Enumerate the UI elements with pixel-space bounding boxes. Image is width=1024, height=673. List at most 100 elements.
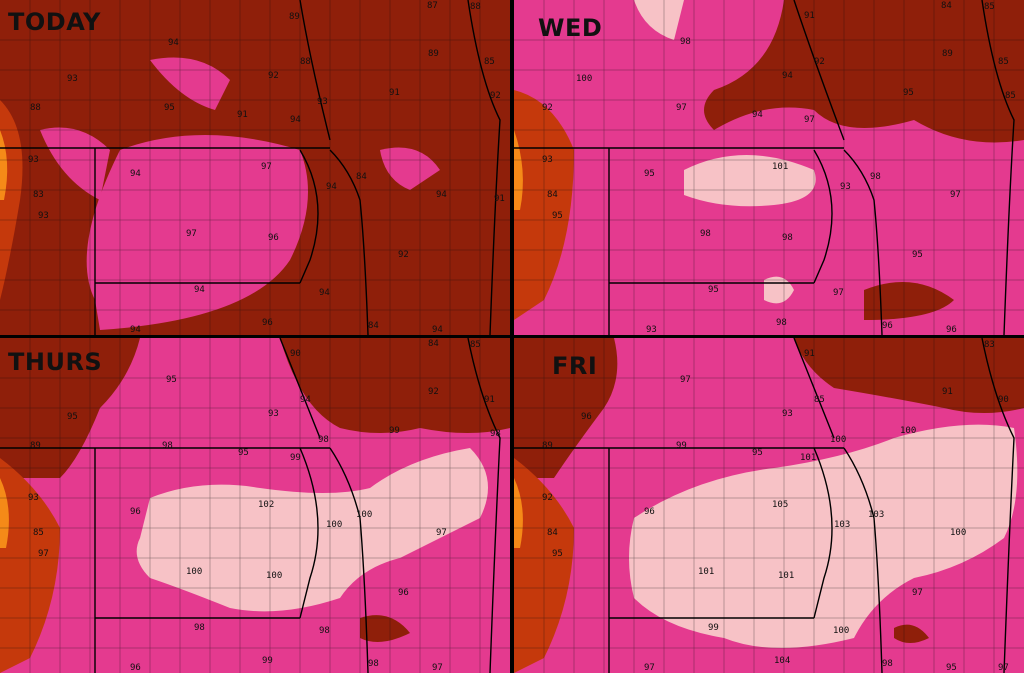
temp-label: 93 bbox=[840, 182, 851, 192]
temp-label: 96 bbox=[262, 318, 273, 328]
temp-label: 102 bbox=[258, 500, 275, 510]
temp-label: 92 bbox=[398, 250, 409, 260]
temp-label: 89 bbox=[542, 441, 553, 451]
temp-label: 95 bbox=[552, 549, 563, 559]
temp-label: 85 bbox=[998, 57, 1009, 67]
temp-label: 89 bbox=[30, 441, 41, 451]
temp-label: 84 bbox=[547, 528, 558, 538]
temp-label: 96 bbox=[581, 412, 592, 422]
temp-label: 94 bbox=[168, 38, 179, 48]
temp-label: 95 bbox=[164, 103, 175, 113]
temp-label: 85 bbox=[484, 57, 495, 67]
temp-label: 100 bbox=[900, 426, 917, 436]
panel-fri: FRI 91 83 97 91 96 85 90 93 100 100 89 9… bbox=[514, 338, 1024, 673]
panel-title: THURS bbox=[8, 348, 103, 376]
temp-label: 98 bbox=[870, 172, 881, 182]
temp-label: 95 bbox=[166, 375, 177, 385]
temp-label: 85 bbox=[984, 2, 995, 12]
temp-label: 88 bbox=[30, 103, 41, 113]
temp-label: 91 bbox=[484, 395, 495, 405]
temp-label: 83 bbox=[984, 340, 995, 350]
temp-label: 91 bbox=[804, 349, 815, 359]
temp-label: 88 bbox=[300, 57, 311, 67]
temp-label: 99 bbox=[708, 623, 719, 633]
panel-title: WED bbox=[538, 14, 603, 42]
heat-map-today bbox=[0, 0, 510, 335]
temp-label: 93 bbox=[38, 211, 49, 221]
temp-label: 104 bbox=[774, 656, 791, 666]
temp-label: 97 bbox=[186, 229, 197, 239]
temp-label: 93 bbox=[646, 325, 657, 335]
temp-label: 94 bbox=[432, 325, 443, 335]
temp-label: 103 bbox=[868, 510, 885, 520]
temp-label: 95 bbox=[912, 250, 923, 260]
temp-label: 85 bbox=[814, 395, 825, 405]
temp-label: 95 bbox=[946, 663, 957, 673]
temp-label: 98 bbox=[680, 37, 691, 47]
temp-label: 95 bbox=[67, 412, 78, 422]
temp-label: 97 bbox=[436, 528, 447, 538]
temp-label: 97 bbox=[998, 663, 1009, 673]
temp-label: 101 bbox=[772, 162, 789, 172]
temp-label: 85 bbox=[33, 528, 44, 538]
temp-label: 89 bbox=[942, 49, 953, 59]
temp-label: 93 bbox=[28, 493, 39, 503]
temp-label: 95 bbox=[708, 285, 719, 295]
temp-label: 99 bbox=[676, 441, 687, 451]
temp-label: 100 bbox=[186, 567, 203, 577]
temp-label: 98 bbox=[882, 659, 893, 669]
temp-label: 90 bbox=[998, 395, 1009, 405]
temp-label: 99 bbox=[389, 426, 400, 436]
temp-label: 100 bbox=[833, 626, 850, 636]
panel-title: FRI bbox=[552, 352, 598, 380]
temp-label: 94 bbox=[300, 395, 311, 405]
temp-label: 84 bbox=[368, 321, 379, 331]
temp-label: 96 bbox=[130, 663, 141, 673]
temp-label: 94 bbox=[782, 71, 793, 81]
temp-label: 96 bbox=[398, 588, 409, 598]
temp-label: 98 bbox=[318, 435, 329, 445]
temp-label: 97 bbox=[833, 288, 844, 298]
temp-label: 96 bbox=[268, 233, 279, 243]
temp-label: 100 bbox=[326, 520, 343, 530]
temp-label: 97 bbox=[261, 162, 272, 172]
temp-label: 98 bbox=[700, 229, 711, 239]
temp-label: 101 bbox=[800, 453, 817, 463]
temp-label: 97 bbox=[644, 663, 655, 673]
temp-label: 105 bbox=[772, 500, 789, 510]
temp-label: 95 bbox=[903, 88, 914, 98]
panel-title: TODAY bbox=[8, 8, 101, 36]
temp-label: 93 bbox=[268, 409, 279, 419]
temp-label: 88 bbox=[470, 2, 481, 12]
panel-thurs: THURS 90 84 85 95 92 91 95 94 93 89 98 9… bbox=[0, 338, 510, 673]
temp-label: 95 bbox=[238, 448, 249, 458]
temp-label: 93 bbox=[542, 155, 553, 165]
temp-label: 94 bbox=[752, 110, 763, 120]
temp-label: 85 bbox=[1005, 91, 1016, 101]
temp-label: 98 bbox=[194, 623, 205, 633]
temp-label: 100 bbox=[950, 528, 967, 538]
temp-label: 92 bbox=[542, 103, 553, 113]
temp-label: 91 bbox=[494, 194, 505, 204]
temp-label: 98 bbox=[368, 659, 379, 669]
temp-label: 91 bbox=[237, 110, 248, 120]
temp-label: 94 bbox=[130, 169, 141, 179]
temp-label: 92 bbox=[268, 71, 279, 81]
temp-label: 92 bbox=[542, 493, 553, 503]
panel-wed: WED 91 84 85 98 92 89 100 94 85 95 92 97… bbox=[514, 0, 1024, 335]
temp-label: 97 bbox=[804, 115, 815, 125]
temp-label: 84 bbox=[356, 172, 367, 182]
temp-label: 83 bbox=[33, 190, 44, 200]
temp-label: 96 bbox=[130, 507, 141, 517]
heat-map-wed bbox=[514, 0, 1024, 335]
temp-label: 97 bbox=[432, 663, 443, 673]
temp-label: 94 bbox=[436, 190, 447, 200]
temp-label: 84 bbox=[941, 1, 952, 11]
temp-label: 93 bbox=[317, 97, 328, 107]
temp-label: 94 bbox=[130, 325, 141, 335]
temp-label: 96 bbox=[946, 325, 957, 335]
temp-label: 84 bbox=[428, 339, 439, 349]
temp-label: 100 bbox=[576, 74, 593, 84]
temp-label: 98 bbox=[490, 429, 501, 439]
temp-label: 85 bbox=[470, 340, 481, 350]
